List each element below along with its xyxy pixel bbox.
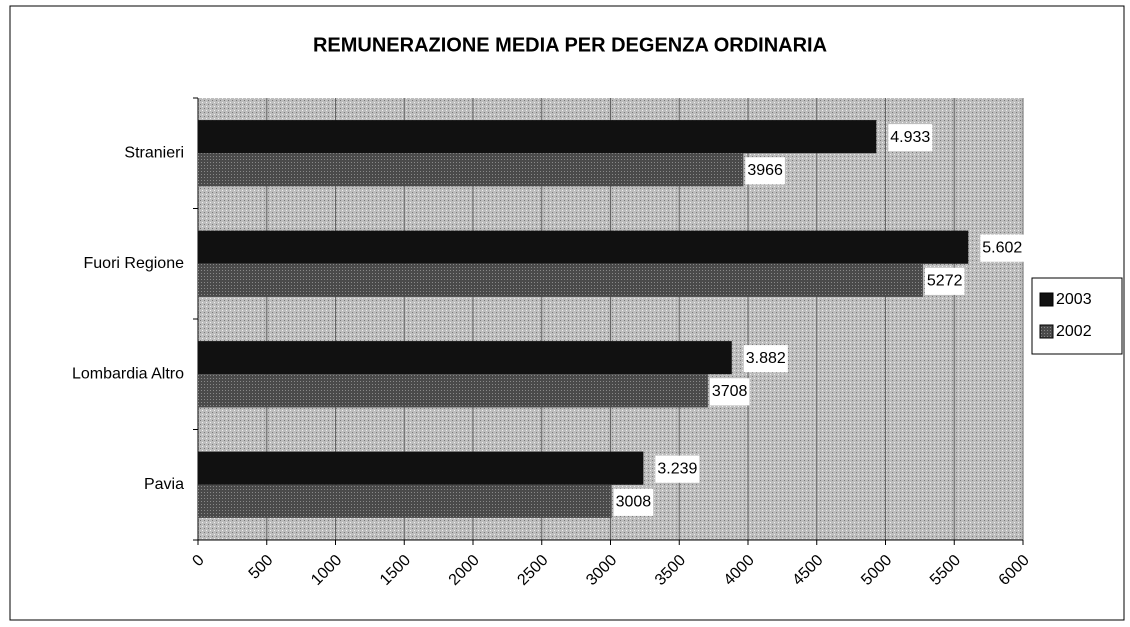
bar [198, 230, 969, 264]
value-label: 3708 [712, 383, 748, 400]
y-tick-label: Fuori Regione [84, 255, 185, 272]
chart-title: REMUNERAZIONE MEDIA PER DEGENZA ORDINARI… [313, 34, 827, 56]
value-label-bg [924, 267, 965, 295]
bar [198, 120, 877, 154]
value-label-bg [980, 234, 1025, 262]
value-label-bg [745, 157, 785, 185]
value-label: 3.239 [657, 460, 697, 477]
bar [198, 341, 732, 375]
value-label: 4.933 [890, 129, 930, 146]
value-label-bg [613, 488, 654, 516]
legend-label: 2002 [1056, 323, 1092, 340]
value-label-bg [888, 124, 933, 152]
y-tick-label: Pavia [144, 476, 184, 493]
legend-label: 2003 [1056, 291, 1092, 308]
y-tick-label: Stranieri [124, 144, 184, 161]
value-label: 5.602 [982, 239, 1022, 256]
bar [198, 374, 708, 408]
bar [198, 153, 744, 187]
value-label: 3.882 [746, 350, 786, 367]
value-label: 3966 [747, 162, 783, 179]
legend-box [1031, 277, 1123, 355]
value-label-bg [743, 345, 788, 373]
legend-swatch [1039, 324, 1054, 339]
y-tick-label: Lombardia Altro [72, 365, 184, 382]
bar [198, 451, 644, 485]
bar [198, 484, 612, 518]
value-label: 5272 [927, 273, 963, 290]
bar [198, 263, 923, 297]
value-label-bg [655, 455, 700, 483]
legend-swatch [1039, 292, 1054, 307]
value-label-bg [709, 378, 750, 406]
value-label: 3008 [616, 494, 652, 511]
